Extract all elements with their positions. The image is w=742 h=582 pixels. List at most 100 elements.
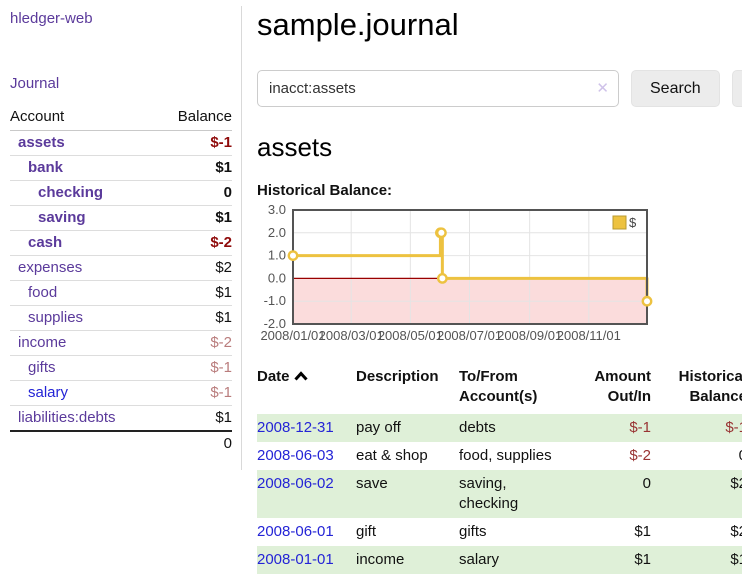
transaction-accounts: food, supplies (459, 447, 552, 465)
accounts-table: Account Balance assets $-1 bank $1 check… (10, 104, 232, 456)
accounts-column-header: Account (10, 104, 157, 131)
account-heading: assets (257, 132, 333, 163)
search-input[interactable] (258, 71, 618, 107)
transaction-date-link[interactable]: 2008-01-01 (257, 551, 334, 569)
account-row-saving: saving $1 (10, 205, 232, 231)
transaction-amount: $1 (634, 523, 651, 541)
transaction-description: gift (356, 523, 377, 541)
account-balance: $1 (156, 205, 232, 231)
account-link-assets[interactable]: assets (18, 134, 65, 151)
svg-text:-2.0: -2.0 (264, 316, 286, 331)
account-row-cash: cash $-2 (10, 230, 232, 256)
chart-canvas: $3.0 2.0 1.0 0.0 -1.0 -2.02008/01/012008/03/0… (260, 202, 653, 343)
transaction-balance: $2 (730, 523, 742, 541)
transaction-accounts: salary (459, 551, 500, 569)
svg-text:$: $ (629, 215, 637, 230)
account-link-salary[interactable]: salary (28, 384, 69, 401)
account-link-gifts[interactable]: gifts (28, 359, 56, 376)
svg-text:3.0: 3.0 (268, 202, 286, 217)
balance-column-header: Historical Balance (678, 368, 742, 406)
transaction-accounts: saving, checking (459, 475, 519, 513)
accounts-column-header: To/From Account(s) (459, 368, 538, 406)
account-row-supplies: supplies $1 (10, 305, 232, 331)
transaction-balance: $1 (730, 551, 742, 569)
account-balance: $-2 (156, 330, 232, 356)
account-link-expenses[interactable]: expenses (18, 259, 83, 276)
accounts-total-value: 0 (156, 430, 232, 456)
transaction-description: pay off (356, 419, 401, 437)
account-row-liabilities-debts: liabilities:debts $1 (10, 405, 232, 431)
date-column-header[interactable]: Date (257, 365, 356, 414)
search-bar: ✕ Search ? (257, 70, 742, 108)
transaction-amount: 0 (642, 475, 651, 493)
account-link-liabilities-debts[interactable]: liabilities:debts (18, 409, 116, 426)
svg-text:2008/01/01: 2008/01/01 (260, 328, 325, 343)
register-row: 2008-12-31 pay off debts $-1 $-1 (257, 414, 742, 443)
register-header-row: Date Description To/From Account(s) Amou… (257, 365, 742, 414)
transaction-date-link[interactable]: 2008-06-03 (257, 447, 334, 465)
historical-balance-chart: $3.0 2.0 1.0 0.0 -1.0 -2.0 2008/01/01 2008/03/0… (257, 202, 657, 344)
account-row-food: food $1 (10, 280, 232, 306)
transaction-amount: $-2 (629, 447, 651, 465)
transaction-accounts: debts (459, 419, 496, 437)
account-row-checking: checking 0 (10, 180, 232, 206)
account-row-expenses: expenses $2 (10, 255, 232, 281)
clear-search-icon[interactable]: ✕ (596, 80, 609, 98)
account-balance: $1 (156, 305, 232, 331)
svg-text:2008/09/01: 2008/09/01 (497, 328, 562, 343)
svg-text:2008/03/01: 2008/03/01 (319, 328, 384, 343)
account-balance: $1 (156, 155, 232, 181)
transaction-date-link[interactable]: 2008-06-02 (257, 475, 334, 493)
account-row-gifts: gifts $-1 (10, 355, 232, 381)
balance-column-header: Balance (156, 104, 232, 131)
account-link-saving[interactable]: saving (38, 209, 86, 226)
search-button[interactable]: Search (631, 70, 720, 108)
register-row: 2008-06-02 save saving, checking 0 $2 (257, 470, 742, 519)
svg-text:2008/11/01: 2008/11/01 (557, 328, 621, 343)
svg-text:0.0: 0.0 (268, 271, 286, 286)
account-balance: $-1 (156, 355, 232, 381)
svg-text:2.0: 2.0 (268, 225, 286, 240)
account-row-salary: salary $-1 (10, 380, 232, 406)
account-link-income[interactable]: income (18, 334, 67, 351)
help-button[interactable]: ? (731, 70, 742, 108)
sort-ascending-icon (293, 367, 308, 387)
account-link-cash[interactable]: cash (28, 234, 63, 251)
account-link-checking[interactable]: checking (38, 184, 104, 201)
sidebar: hledger-web Journal Account Balance asse… (0, 6, 242, 470)
register-row: 2008-06-03 eat & shop food, supplies $-2… (257, 442, 742, 470)
sidebar-journal-link[interactable]: Journal (10, 75, 60, 92)
description-column-header: Description (356, 368, 439, 386)
account-balance: 0 (156, 180, 232, 206)
search-input-wrap: ✕ (257, 70, 619, 108)
svg-text:2008/05/01: 2008/05/01 (378, 328, 443, 343)
account-row-assets: assets $-1 (10, 131, 232, 156)
account-balance: $1 (156, 280, 232, 306)
chart-title: Historical Balance: (257, 182, 393, 200)
app-title-link[interactable]: hledger-web (10, 10, 93, 27)
register-row: 2008-06-01 gift gifts $1 $2 (257, 518, 742, 546)
account-balance: $2 (156, 255, 232, 281)
account-balance: $-1 (156, 380, 232, 406)
transaction-date-link[interactable]: 2008-12-31 (257, 419, 334, 437)
account-row-income: income $-2 (10, 330, 232, 356)
svg-text:-1.0: -1.0 (264, 293, 286, 308)
transaction-description: income (356, 551, 405, 569)
account-link-supplies[interactable]: supplies (28, 309, 84, 326)
transaction-accounts: gifts (459, 523, 487, 541)
transaction-description: eat & shop (356, 447, 428, 465)
transaction-date-link[interactable]: 2008-06-01 (257, 523, 334, 541)
register-row: 2008-01-01 income salary $1 $1 (257, 546, 742, 575)
transaction-description: save (356, 475, 388, 493)
account-link-bank[interactable]: bank (28, 159, 64, 176)
transaction-balance: $-1 (725, 419, 742, 437)
account-balance: $1 (156, 405, 232, 431)
amount-column-header: Amount Out/In (594, 368, 651, 406)
account-link-food[interactable]: food (28, 284, 58, 301)
accounts-total-row: 0 (10, 430, 232, 456)
svg-text:1.0: 1.0 (268, 248, 286, 263)
main-content: sample.journal ✕ Search ? assets Histori… (242, 6, 742, 575)
account-balance: $-2 (156, 230, 232, 256)
transaction-balance: $2 (730, 475, 742, 493)
